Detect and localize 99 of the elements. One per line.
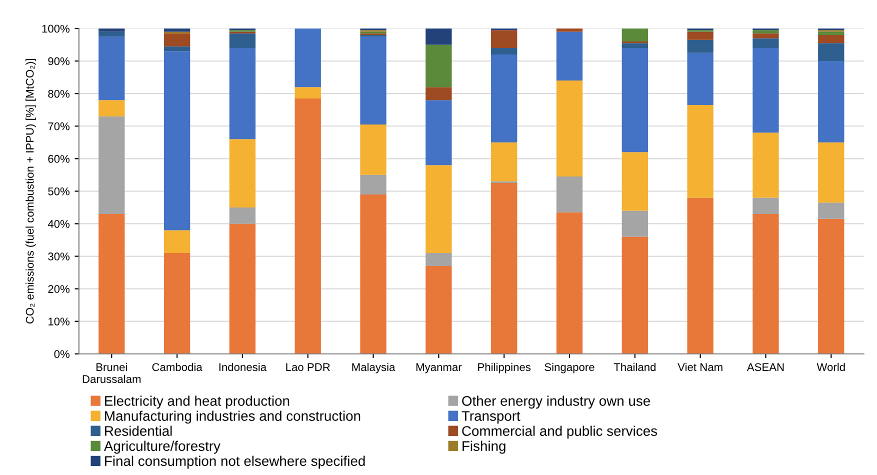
y-tick-label: 20% xyxy=(48,285,70,293)
x-tick-label: ASEAN xyxy=(746,363,784,372)
bar xyxy=(164,46,190,52)
legend-label: Commercial and public services xyxy=(462,426,658,439)
y-tick-label: 70% xyxy=(48,122,70,130)
bar xyxy=(687,32,714,40)
bar xyxy=(622,210,648,237)
bar xyxy=(687,198,714,354)
bar xyxy=(426,100,452,166)
bar xyxy=(622,236,648,354)
bar xyxy=(556,28,583,32)
legend-label: Fishing xyxy=(462,440,506,454)
bar xyxy=(556,212,583,354)
x-tick-label: Indonesia xyxy=(219,362,267,372)
bar xyxy=(622,28,648,42)
bar xyxy=(294,98,321,354)
legend-label: Other energy industry own use xyxy=(462,396,650,409)
x-tick-label: Brunei Darussalam xyxy=(82,362,141,384)
bar xyxy=(426,253,452,266)
bar xyxy=(98,100,125,116)
x-tick-label: Cambodia xyxy=(152,362,202,372)
legend-label: Electricity and heat production xyxy=(105,396,290,409)
y-tick-label: 100% xyxy=(42,24,70,33)
bar xyxy=(752,33,779,38)
bar xyxy=(229,224,256,354)
bar xyxy=(426,266,452,354)
y-tick-label: 40% xyxy=(48,220,70,228)
y-tick-label: 90% xyxy=(48,57,70,66)
bar xyxy=(687,52,714,105)
bar xyxy=(622,48,648,152)
bar xyxy=(818,43,844,62)
bar xyxy=(229,33,256,48)
x-tick-label: World xyxy=(816,362,845,372)
y-tick-label: 80% xyxy=(48,90,70,98)
bar xyxy=(752,132,779,198)
bar xyxy=(294,28,321,88)
bar xyxy=(622,152,648,211)
bar xyxy=(818,218,844,354)
bar xyxy=(426,87,452,100)
bar xyxy=(687,104,714,198)
x-tick-label: Lao PDR xyxy=(286,363,330,372)
bar xyxy=(752,38,779,48)
bar xyxy=(98,214,125,354)
x-tick-label: Singapore xyxy=(544,362,594,374)
bar xyxy=(818,61,844,142)
bar xyxy=(164,28,190,32)
bar xyxy=(622,43,648,48)
bar xyxy=(556,80,583,177)
legend-label: Residential xyxy=(105,426,172,436)
bar xyxy=(491,142,518,182)
x-tick-label: Thailand xyxy=(614,362,656,372)
bar xyxy=(752,48,779,133)
bar xyxy=(426,44,452,88)
bar xyxy=(98,28,125,32)
bar xyxy=(164,230,190,254)
bar xyxy=(164,51,190,230)
bar xyxy=(229,139,256,208)
bar xyxy=(98,36,125,100)
x-tick-label: Viet Nam xyxy=(678,362,722,372)
legend-label: Manufacturing industries and construction xyxy=(105,410,360,424)
x-tick-label: Malaysia xyxy=(352,362,396,374)
bar xyxy=(491,54,518,142)
y-tick-label: 0% xyxy=(54,350,70,358)
y-tick-label: 60% xyxy=(48,154,70,163)
bar xyxy=(294,87,321,98)
bar xyxy=(556,176,583,212)
y-tick-label: 30% xyxy=(48,252,70,260)
bar xyxy=(164,253,190,354)
bar xyxy=(98,116,125,214)
x-tick-label: Myanmar xyxy=(416,363,462,374)
bar xyxy=(818,142,844,203)
legend-label: Agriculture/forestry xyxy=(104,440,220,454)
bar xyxy=(360,174,386,194)
y-axis-title: CO₂ emissions (fuel combustion + IPPU) [%] [MtCO₂)] xyxy=(26,59,36,324)
x-tick-label: Philippines xyxy=(478,362,531,374)
bar xyxy=(556,32,583,81)
y-tick-label: 50% xyxy=(48,187,70,196)
y-tick-label: 10% xyxy=(48,318,70,326)
bar xyxy=(360,124,386,175)
bar xyxy=(818,35,844,44)
bar xyxy=(229,48,256,140)
bar xyxy=(360,36,386,124)
bar xyxy=(491,30,518,48)
bar xyxy=(752,214,779,354)
bar xyxy=(752,198,779,214)
bar xyxy=(164,33,190,46)
bar xyxy=(818,202,844,219)
bar xyxy=(818,32,844,36)
bar xyxy=(752,30,779,34)
legend-label: Transport xyxy=(462,411,520,424)
bar xyxy=(426,165,452,254)
bar xyxy=(491,48,518,55)
bar xyxy=(360,194,386,354)
bar xyxy=(426,28,452,45)
bar xyxy=(98,32,125,37)
legend-label: Final consumption not elsewhere specified xyxy=(105,456,365,469)
bar xyxy=(229,207,256,224)
bar xyxy=(491,183,518,354)
bar xyxy=(687,40,714,53)
